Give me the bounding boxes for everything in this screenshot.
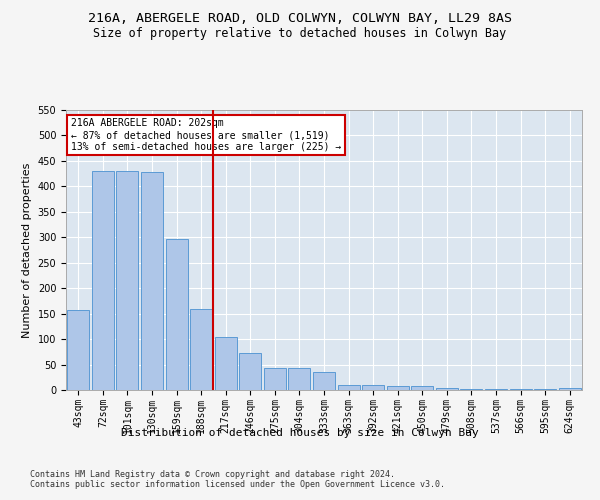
Bar xyxy=(166,239,188,390)
Bar xyxy=(509,389,532,390)
Text: Size of property relative to detached houses in Colwyn Bay: Size of property relative to detached ho… xyxy=(94,28,506,40)
Text: Contains HM Land Registry data © Crown copyright and database right 2024.
Contai: Contains HM Land Registry data © Crown c… xyxy=(30,470,445,490)
Bar xyxy=(264,368,286,390)
Bar xyxy=(92,171,114,390)
Bar xyxy=(386,386,409,390)
Text: Distribution of detached houses by size in Colwyn Bay: Distribution of detached houses by size … xyxy=(121,428,479,438)
Bar xyxy=(338,385,359,390)
Bar xyxy=(362,385,384,390)
Bar xyxy=(313,372,335,390)
Bar xyxy=(460,389,482,390)
Bar xyxy=(215,336,237,390)
Bar xyxy=(67,310,89,390)
Bar xyxy=(485,389,507,390)
Bar xyxy=(289,368,310,390)
Bar xyxy=(239,353,262,390)
Bar xyxy=(141,172,163,390)
Bar xyxy=(411,386,433,390)
Y-axis label: Number of detached properties: Number of detached properties xyxy=(22,162,32,338)
Bar xyxy=(559,388,581,390)
Bar xyxy=(190,308,212,390)
Text: 216A ABERGELE ROAD: 202sqm
← 87% of detached houses are smaller (1,519)
13% of s: 216A ABERGELE ROAD: 202sqm ← 87% of deta… xyxy=(71,118,341,152)
Bar xyxy=(116,171,139,390)
Text: 216A, ABERGELE ROAD, OLD COLWYN, COLWYN BAY, LL29 8AS: 216A, ABERGELE ROAD, OLD COLWYN, COLWYN … xyxy=(88,12,512,26)
Bar xyxy=(436,388,458,390)
